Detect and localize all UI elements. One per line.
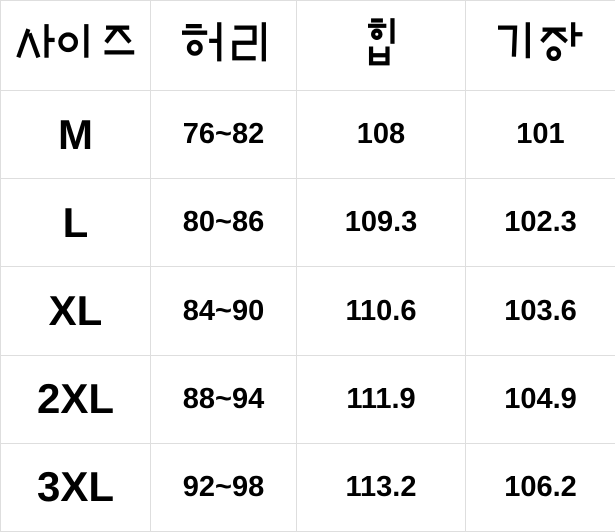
size-cell: M	[0, 90, 151, 180]
waist-cell: 76~82	[150, 90, 297, 180]
length-cell: 102.3	[465, 178, 615, 268]
row-m: M 76~82 108 101	[0, 90, 615, 180]
hangul-char-ri	[232, 21, 266, 61]
size-label: M	[58, 110, 93, 158]
hip-cell: 113.2	[296, 442, 466, 532]
hangul-size-header-glyph	[16, 24, 135, 59]
length-value: 103.6	[504, 294, 577, 327]
waist-value: 76~82	[182, 118, 265, 151]
column-header-length: 기장	[465, 0, 615, 92]
length-cell: 104.9	[465, 354, 615, 444]
size-label: XL	[48, 287, 103, 335]
waist-cell: 92~98	[150, 442, 297, 532]
waist-cell: 80~86	[150, 178, 297, 268]
waist-value: 84~90	[182, 294, 265, 327]
hangul-char-jang	[539, 21, 582, 61]
length-cell: 101	[465, 90, 615, 180]
row-xl: XL 84~90 110.6 103.6	[0, 266, 615, 356]
size-label: 2XL	[36, 375, 115, 423]
waist-value: 92~98	[182, 470, 265, 503]
size-cell: XL	[0, 266, 151, 356]
size-cell: L	[0, 178, 151, 268]
hip-cell: 111.9	[296, 354, 466, 444]
hip-value: 108	[356, 118, 406, 151]
header-row: 사이즈 허리	[0, 0, 615, 92]
hip-cell: 108	[296, 90, 466, 180]
column-header-size: 사이즈	[0, 0, 151, 92]
column-header-hip: 힙	[296, 0, 466, 92]
hangul-char-i	[58, 24, 89, 58]
size-cell: 2XL	[0, 354, 151, 444]
length-value: 106.2	[504, 470, 577, 503]
length-value: 104.9	[504, 382, 577, 415]
length-value: 101	[516, 118, 565, 151]
hip-cell: 110.6	[296, 266, 466, 356]
waist-cell: 88~94	[150, 354, 297, 444]
hip-value: 110.6	[345, 294, 417, 327]
size-label: 3XL	[36, 463, 115, 511]
hip-value: 111.9	[346, 382, 416, 415]
length-cell: 106.2	[465, 442, 615, 532]
hangul-hip-header-glyph	[368, 18, 395, 66]
hip-value: 113.2	[345, 470, 417, 503]
hip-value: 109.3	[344, 206, 418, 239]
row-2xl: 2XL 88~94 111.9 104.9	[0, 354, 615, 444]
hangul-char-heo	[182, 21, 222, 61]
hip-cell: 109.3	[296, 178, 466, 268]
length-value: 102.3	[504, 206, 577, 239]
waist-value: 88~94	[182, 382, 265, 415]
hangul-length-header-glyph	[497, 21, 582, 61]
hangul-char-gi	[497, 21, 530, 58]
hangul-char-hip	[368, 18, 395, 66]
length-cell: 103.6	[465, 266, 615, 356]
row-3xl: 3XL 92~98 113.2 106.2	[0, 442, 615, 532]
hangul-char-sa	[16, 24, 55, 59]
row-l: L 80~86 109.3 102.3	[0, 178, 615, 268]
size-label: L	[62, 198, 89, 246]
waist-cell: 84~90	[150, 266, 297, 356]
hangul-waist-header-glyph	[182, 21, 266, 61]
column-header-waist: 허리	[150, 0, 297, 92]
hangul-char-jeu	[104, 25, 135, 55]
size-cell: 3XL	[0, 442, 151, 532]
waist-value: 80~86	[182, 206, 265, 239]
